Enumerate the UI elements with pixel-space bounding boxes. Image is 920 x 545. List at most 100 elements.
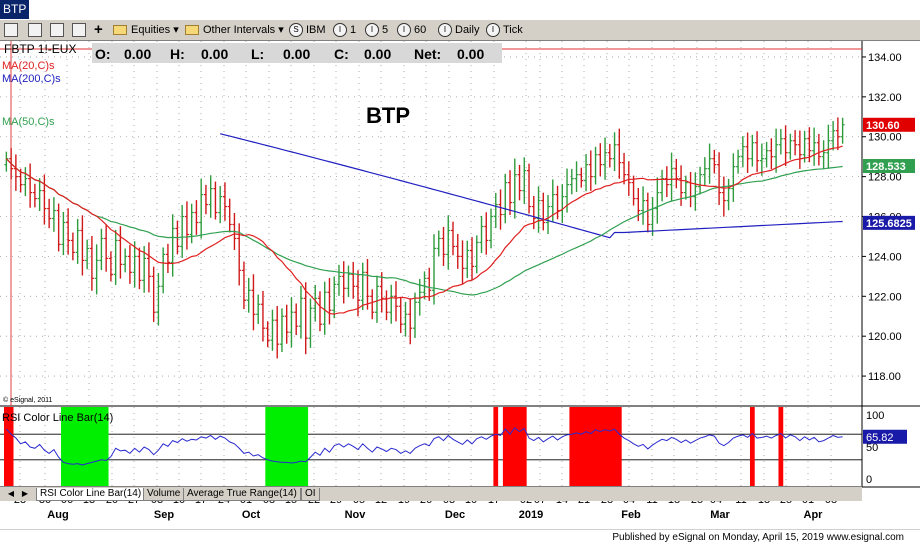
month-label: Apr [804,509,824,521]
price-tick-label: 118.00 [868,371,901,383]
rsi-grid [0,433,862,461]
properties-icon[interactable] [72,23,86,37]
rsi-tick-label: 100 [866,410,884,422]
interval-circle-icon: I [365,23,379,37]
interval-tick[interactable]: Tick [503,24,523,36]
interval-circle-icon: I [486,23,500,37]
add-icon[interactable]: + [94,21,103,38]
price-label-box [863,158,915,173]
rsi-oversold-zone [265,407,309,487]
high-value: 0.00 [201,46,228,62]
month-label: Nov [345,509,367,521]
watermark: © eSignal, 2011 [3,396,53,404]
interval-5[interactable]: 5 [382,24,389,36]
ma200-line [220,133,843,239]
interval-circle-icon: I [438,23,452,37]
price-tick-label: 130.00 [868,132,902,144]
low-value: 0.00 [283,46,310,62]
close-value: 0.00 [364,46,391,62]
rsi-overbought-zone [502,407,527,487]
ma50-line [5,158,843,296]
rsi-tick-label: 0 [866,474,872,486]
footer: Published by eSignal on Monday, April 15… [0,529,920,545]
folder-icon [113,25,127,35]
folder-icon [185,25,199,35]
price-label-box [863,117,915,132]
price-tick-label: 122.00 [868,291,902,303]
price-grid [0,41,862,487]
price-last-labels: 130.60 128.533 125.6825 [863,117,915,230]
quote-bar-bg [92,43,502,63]
symbol-label: FBTP 1!-EUX [4,42,76,56]
net-label: Net: [414,46,441,62]
rsi-tick-labels: 100 50 0 65.82 [863,410,907,486]
equities-dropdown[interactable]: Equities ▾ [131,24,179,36]
close-label: C: [334,46,349,62]
title-bar: BTP [0,0,920,19]
rsi-overbought-zone [749,407,755,487]
interval-circle-icon: I [397,23,411,37]
tab-next-icon[interactable]: ▶ [21,489,29,498]
interval-1[interactable]: 1 [350,24,357,36]
ma20-legend: MA(20,C)s [2,60,55,72]
rsi-legend: RSI Color Line Bar(14) [2,412,113,424]
link-icon[interactable] [28,23,42,37]
interval-60[interactable]: 60 [414,24,427,36]
candles [4,117,845,359]
tab-prev-icon[interactable]: ◀ [7,489,15,498]
chart-area[interactable]: 134.00132.00130.00128.00126.00124.00122.… [0,41,920,529]
price-label-text: 128.533 [866,161,906,173]
rsi-overbought-zone [569,407,622,487]
rsi-tick-label: 50 [866,442,878,454]
ma20-line [5,145,843,315]
month-label: Dec [445,509,465,521]
interval-circle-icon: I [333,23,347,37]
interval-daily[interactable]: Daily [455,24,480,36]
rsi-value-box [863,429,907,444]
other-intervals-label: Other Intervals [203,24,276,36]
price-tick-label: 120.00 [868,331,902,343]
equities-label: Equities [131,24,171,36]
price-tick-label: 132.00 [868,92,902,104]
high-label: H: [170,46,185,62]
tab-volume[interactable]: Volume [143,488,185,501]
price-label-text: 130.60 [866,120,900,132]
month-label: Oct [242,509,261,521]
ma200-legend: MA(200,C)s [2,73,61,85]
tab-rsi[interactable]: RSI Color Line Bar(14) [36,488,146,501]
interval-ibm[interactable]: IBM [306,24,326,36]
ma50-legend: MA(50,C)s [2,116,55,128]
month-label: Mar [710,509,730,521]
month-label: Sep [154,509,174,521]
copy-icon[interactable] [50,23,64,37]
rsi-overbought-zone [493,407,499,487]
month-label: Aug [47,509,68,521]
footer-text: Published by eSignal on Monday, April 15… [612,532,904,543]
open-label: O: [95,46,111,62]
chart-svg: 134.00132.00130.00128.00126.00124.00122.… [0,41,920,521]
toolbar: + Equities ▾ Other Intervals ▾ S IBM I 1… [0,19,920,41]
symbol-circle-icon: S [289,23,303,37]
new-chart-icon[interactable] [4,23,18,37]
price-label-box [863,215,915,230]
chart-title: BTP [366,103,410,128]
rsi-line [6,427,843,466]
price-tick-label: 128.00 [868,172,902,184]
window-title[interactable]: BTP [0,0,29,19]
price-tick-label: 124.00 [868,251,902,263]
month-label: Feb [621,509,641,521]
rsi-zones [4,407,784,487]
rsi-value-label: 65.82 [866,432,894,444]
open-value: 0.00 [124,46,151,62]
tab-atr[interactable]: Average True Range(14) [183,488,301,501]
month-label: 2019 [519,509,543,521]
low-label: L: [251,46,264,62]
price-label-text: 125.6825 [866,218,912,230]
net-value: 0.00 [457,46,484,62]
rsi-oversold-zone [61,407,109,487]
study-tabs: ◀ ▶ RSI Color Line Bar(14) Volume Averag… [0,486,862,501]
other-intervals-dropdown[interactable]: Other Intervals ▾ [203,24,284,36]
tab-oi[interactable]: OI [301,488,320,501]
price-tick-label: 134.00 [868,52,902,64]
rsi-overbought-zone [778,407,784,487]
